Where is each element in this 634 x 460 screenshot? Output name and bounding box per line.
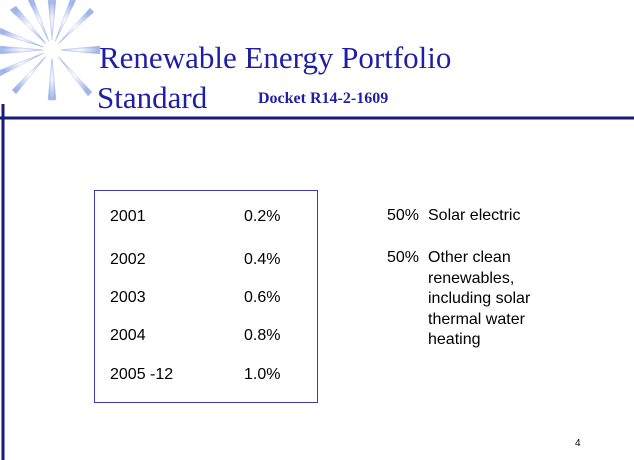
year-cell: 2001 — [110, 208, 146, 226]
title-line1: Renewable Energy Portfolio — [99, 40, 451, 76]
starburst — [0, 0, 100, 100]
list-share: 50% — [387, 248, 419, 269]
year-cell: 2002 — [110, 251, 146, 269]
list-text: Other clean renewables, including solar … — [428, 248, 553, 351]
share-cell: 1.0% — [244, 366, 280, 384]
list-text: Solar electric — [428, 206, 553, 227]
title-line2: Standard — [97, 80, 207, 116]
list-share: 50% — [387, 206, 419, 227]
share-cell: 0.2% — [244, 208, 280, 226]
share-cell: 0.4% — [244, 251, 280, 269]
share-cell: 0.8% — [244, 327, 280, 345]
docket: Docket R14-2-1609 — [258, 90, 388, 108]
page-number: 4 — [575, 438, 581, 449]
year-cell: 2004 — [110, 327, 146, 345]
share-cell: 0.6% — [244, 289, 280, 307]
year-cell: 2003 — [110, 289, 146, 307]
slide: Renewable Energy Portfolio Standard Dock… — [0, 0, 634, 460]
year-cell: 2005 -12 — [110, 366, 173, 384]
